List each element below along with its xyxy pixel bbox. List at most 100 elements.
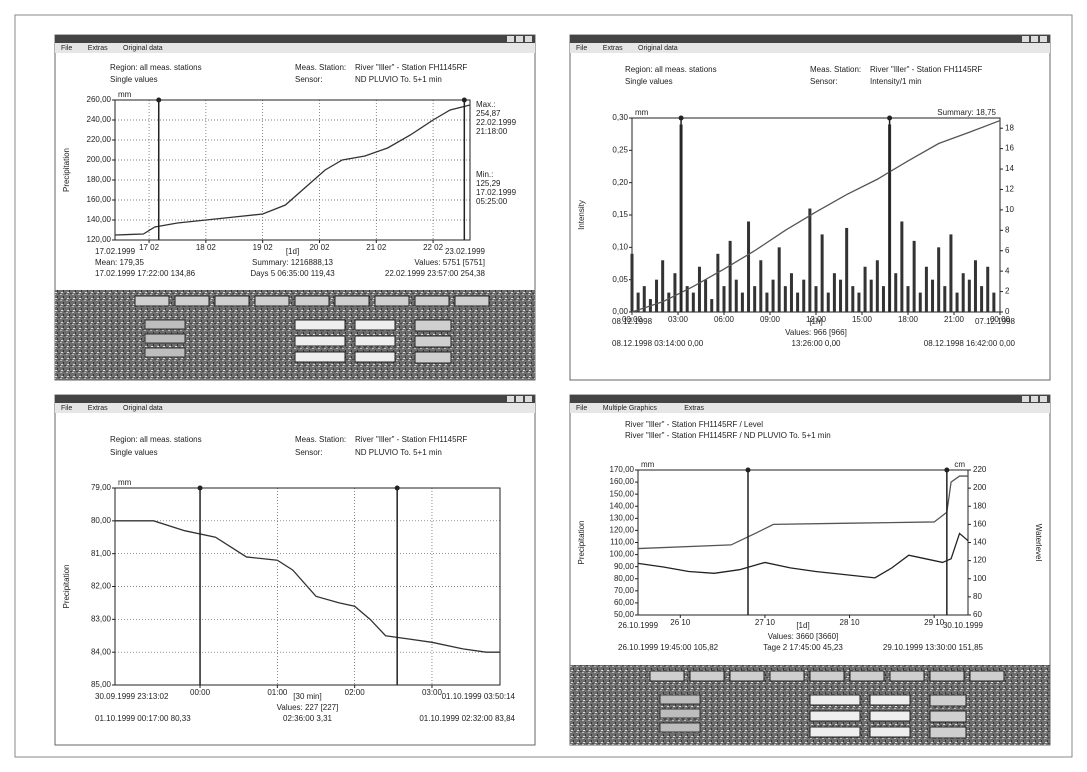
x-tick-label: 18 02	[196, 243, 217, 252]
bar	[980, 286, 983, 312]
footer-text: [30 min]	[293, 692, 321, 701]
y-tick-label: 0,15	[612, 210, 628, 219]
side-note: Min.:	[476, 170, 493, 179]
y2-tick-label: 60	[973, 610, 982, 619]
bar	[692, 293, 695, 312]
control-button	[375, 296, 409, 306]
bar	[710, 299, 713, 312]
bar	[747, 221, 750, 312]
x-tick-label: 22 02	[423, 243, 444, 252]
x-tick-label: 06:00	[714, 315, 735, 324]
y2-tick-label: 12	[1005, 185, 1014, 194]
cursor-handle	[679, 116, 684, 121]
footer-text: 02:36:00 3,31	[283, 714, 332, 723]
x-tick-label: 03:00	[668, 315, 689, 324]
footer-text: 01.10.1999 02:32:00 83,84	[419, 714, 515, 723]
footer-text: 08.12.1998 16:42:00 0,00	[924, 339, 1016, 348]
bar	[870, 280, 873, 312]
bar	[741, 293, 744, 312]
footer-text: [1h]	[809, 317, 822, 326]
footer-text: 26.10.1999 19:45:00 105,82	[618, 643, 719, 652]
x-tick-label: 02:00	[345, 688, 366, 697]
y-tick-label: 160,00	[87, 195, 112, 204]
control-button	[890, 671, 924, 681]
cursor-handle	[944, 468, 949, 473]
footer-text: Mean: 179,35	[95, 258, 144, 267]
footer-text: Tage 2 17:45:00 45,23	[763, 643, 843, 652]
footer-text: 07.12.1998	[975, 317, 1016, 326]
control-button	[770, 671, 804, 681]
window-button	[525, 396, 532, 402]
window-button	[1031, 36, 1038, 42]
control-button	[930, 727, 966, 738]
y-tick-label: 220,00	[87, 135, 112, 144]
y-tick-label: 120,00	[87, 235, 112, 244]
bar	[857, 293, 860, 312]
side-note: 22.02.1999	[476, 118, 517, 127]
y-tick-label: 140,00	[87, 215, 112, 224]
y-tick-label: 50,00	[614, 610, 635, 619]
x-tick-label: 21:00	[944, 315, 965, 324]
menu-item: Original data	[123, 45, 163, 52]
header-text: Meas. Station:	[295, 435, 346, 444]
footer-text: 30.09.1999 23:13:02	[95, 692, 169, 701]
bar	[796, 293, 799, 312]
control-button	[850, 671, 884, 681]
header-text: River "Iller" - Station FH1145RF	[355, 435, 467, 444]
bar	[925, 267, 928, 312]
control-checkbox	[660, 709, 700, 718]
footer-text: 22.02.1999 23:57:00 254,38	[385, 269, 486, 278]
bar	[851, 286, 854, 312]
y2-tick-label: 2	[1005, 287, 1010, 296]
annotation: Summary: 18,75	[937, 108, 996, 117]
y-tick-label: 80,00	[91, 516, 112, 525]
y2-tick-label: 160	[973, 519, 987, 528]
control-field	[810, 727, 860, 737]
control-field	[355, 352, 395, 362]
control-button	[690, 671, 724, 681]
control-button	[810, 671, 844, 681]
side-note: 21:18:00	[476, 127, 508, 136]
y-unit: mm	[118, 478, 132, 487]
y2-tick-label: 6	[1005, 246, 1010, 255]
bar	[962, 273, 965, 312]
footer-text: Days 5 06:35:00 119,43	[250, 269, 335, 278]
x-tick-label: 18:00	[898, 315, 919, 324]
bar	[821, 234, 824, 312]
bar	[956, 293, 959, 312]
x-tick-label: 29 10	[924, 618, 945, 627]
y-tick-label: 240,00	[87, 115, 112, 124]
x-tick-label: 26 10	[670, 618, 691, 627]
bar	[913, 241, 916, 312]
control-field	[870, 695, 910, 705]
header-text: Single values	[110, 448, 158, 457]
y-axis-label: Precipitation	[62, 564, 71, 608]
x-tick-label: 01:00	[267, 688, 288, 697]
bar	[876, 260, 879, 312]
control-button	[215, 296, 249, 306]
menu-item: File	[576, 405, 587, 412]
window-button	[525, 36, 532, 42]
header-text: River "Iller" - Station FH1145RF / Level	[625, 420, 763, 429]
footer-text: 26.10.1999	[618, 621, 659, 630]
header-text: Sensor:	[295, 75, 323, 84]
y-axis-label: Intensity	[577, 200, 586, 230]
bar	[839, 280, 842, 312]
y-tick-label: 82,00	[91, 582, 112, 591]
y-tick-label: 81,00	[91, 549, 112, 558]
window-button	[507, 36, 514, 42]
y2-tick-label: 140	[973, 538, 987, 547]
y-tick-label: 130,00	[610, 513, 635, 522]
control-button	[930, 711, 966, 722]
cursor-handle	[746, 468, 751, 473]
bar	[753, 286, 756, 312]
control-button	[650, 671, 684, 681]
bar	[790, 273, 793, 312]
bar	[704, 280, 707, 312]
menu-item: File	[61, 405, 72, 412]
header-text: Region: all meas. stations	[110, 63, 202, 72]
y-tick-label: 0,30	[612, 113, 628, 122]
bar	[802, 280, 805, 312]
y2-unit: cm	[954, 460, 965, 469]
control-field	[355, 320, 395, 330]
